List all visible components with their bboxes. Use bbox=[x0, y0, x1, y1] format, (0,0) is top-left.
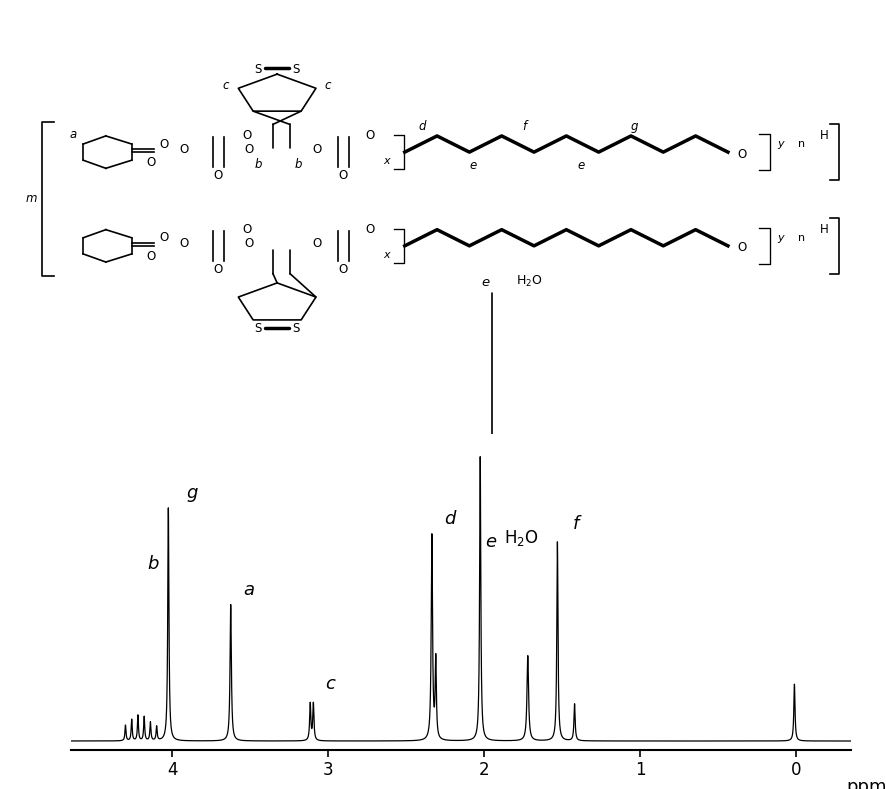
Text: n: n bbox=[798, 234, 805, 243]
Text: x: x bbox=[384, 156, 390, 166]
Text: O: O bbox=[243, 223, 252, 236]
Text: S: S bbox=[292, 62, 299, 76]
Text: d: d bbox=[418, 120, 425, 133]
Text: e: e bbox=[481, 276, 490, 290]
Text: O: O bbox=[738, 241, 747, 255]
Text: O: O bbox=[245, 144, 253, 156]
Text: O: O bbox=[365, 129, 375, 143]
Text: e: e bbox=[577, 159, 585, 172]
X-axis label: ppm: ppm bbox=[846, 778, 886, 789]
Text: c: c bbox=[325, 675, 335, 693]
Text: S: S bbox=[292, 323, 299, 335]
Text: O: O bbox=[146, 250, 156, 263]
Text: H: H bbox=[820, 129, 828, 143]
Text: n: n bbox=[798, 140, 805, 149]
Text: O: O bbox=[213, 263, 222, 276]
Text: O: O bbox=[313, 144, 322, 156]
Text: e: e bbox=[470, 159, 477, 172]
Text: g: g bbox=[631, 120, 638, 133]
Text: y: y bbox=[777, 234, 784, 243]
Text: H: H bbox=[820, 223, 828, 236]
Text: f: f bbox=[522, 120, 526, 133]
Text: a: a bbox=[243, 581, 254, 599]
Text: d: d bbox=[444, 510, 455, 528]
Text: O: O bbox=[243, 129, 252, 143]
Text: O: O bbox=[179, 144, 188, 156]
Text: c: c bbox=[223, 79, 229, 92]
Text: x: x bbox=[384, 250, 390, 260]
Text: a: a bbox=[70, 128, 77, 140]
Text: O: O bbox=[159, 137, 168, 151]
Text: O: O bbox=[146, 156, 156, 169]
Text: f: f bbox=[573, 515, 579, 533]
Text: H$_2$O: H$_2$O bbox=[504, 528, 539, 548]
Text: O: O bbox=[159, 231, 168, 245]
Text: O: O bbox=[213, 169, 222, 182]
Text: S: S bbox=[255, 62, 262, 76]
Text: g: g bbox=[187, 484, 198, 502]
Text: O: O bbox=[338, 263, 347, 276]
Text: O: O bbox=[338, 169, 347, 182]
Text: O: O bbox=[738, 148, 747, 161]
Text: H$_2$O: H$_2$O bbox=[517, 274, 543, 289]
Text: e: e bbox=[485, 533, 496, 551]
Text: b: b bbox=[254, 159, 262, 171]
Text: O: O bbox=[365, 223, 375, 236]
Text: m: m bbox=[26, 193, 37, 205]
Text: b: b bbox=[295, 159, 302, 171]
Text: b: b bbox=[148, 555, 159, 574]
Text: O: O bbox=[179, 237, 188, 250]
Text: O: O bbox=[245, 237, 253, 250]
Text: y: y bbox=[777, 140, 784, 149]
Text: S: S bbox=[255, 323, 262, 335]
Text: O: O bbox=[313, 237, 322, 250]
Text: c: c bbox=[325, 79, 331, 92]
